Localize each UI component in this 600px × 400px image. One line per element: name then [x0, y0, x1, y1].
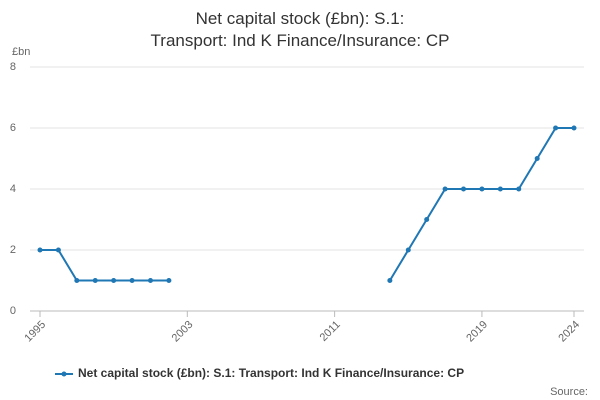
point	[534, 156, 540, 161]
point	[442, 186, 448, 192]
point	[553, 125, 559, 131]
point	[461, 186, 467, 192]
x-tick-label: 1995	[22, 319, 48, 345]
y-tick-label: 2	[10, 244, 16, 256]
point	[479, 186, 485, 192]
chart-title: Net capital stock (£bn): S.1: Transport: …	[151, 9, 450, 50]
point	[147, 278, 153, 283]
point	[516, 186, 522, 192]
point	[129, 278, 135, 283]
y-axis-label: £bn	[12, 46, 30, 58]
x-tick-label: 2019	[464, 319, 490, 345]
point	[74, 278, 80, 283]
legend-label: Net capital stock (£bn): S.1: Transport:…	[78, 366, 464, 380]
source: Source:	[550, 386, 588, 398]
point	[92, 278, 98, 283]
x-tick-label: 2011	[318, 319, 343, 344]
point	[497, 186, 503, 192]
point	[55, 247, 61, 253]
legend-marker	[61, 371, 67, 377]
point	[166, 278, 172, 283]
point	[111, 278, 117, 283]
point	[37, 247, 43, 253]
y-tick-label: 8	[10, 61, 16, 73]
y-tick-label: 4	[10, 183, 16, 195]
point	[571, 125, 577, 131]
x-tick-label: 2024	[556, 319, 582, 345]
point	[405, 247, 411, 253]
y-tick-label: 6	[10, 122, 16, 134]
point	[387, 278, 393, 283]
line	[40, 127, 574, 282]
point	[424, 217, 430, 222]
y-tick-label: 0	[10, 305, 16, 317]
x-tick-label: 2003	[170, 319, 196, 345]
